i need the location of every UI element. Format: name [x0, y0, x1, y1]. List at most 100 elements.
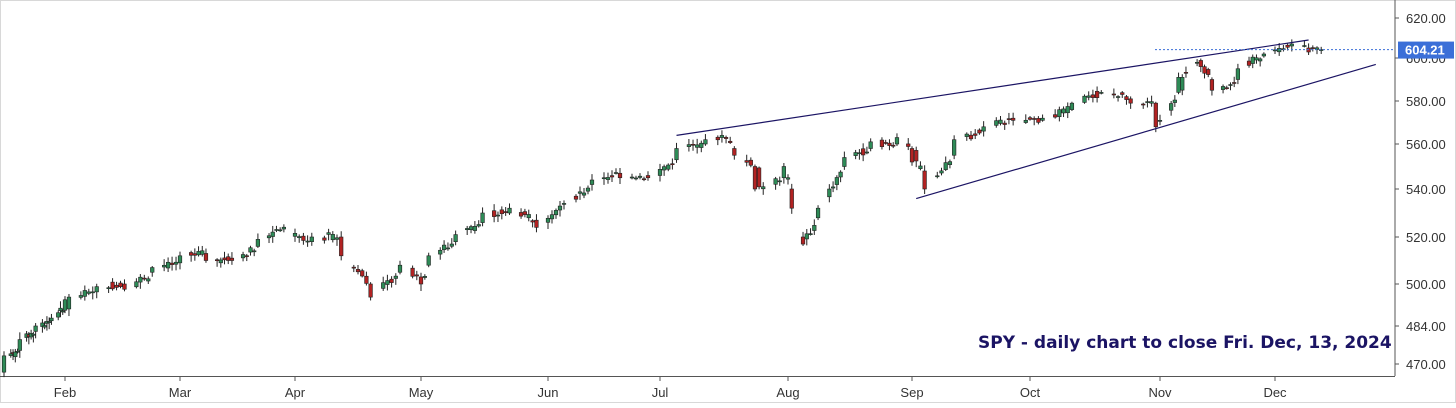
- candle: [281, 224, 286, 233]
- candle-body-up: [1180, 77, 1185, 91]
- candle-body-up: [777, 180, 782, 183]
- candle: [581, 188, 587, 199]
- candle: [589, 174, 595, 191]
- x-tick-label: Feb: [54, 385, 76, 400]
- candle: [1057, 106, 1062, 122]
- candle-body-up: [1235, 68, 1241, 80]
- candle-body-up: [1086, 95, 1091, 98]
- candle-body-up: [830, 186, 836, 189]
- candle-body-down: [192, 253, 197, 256]
- candle-body-up: [82, 290, 87, 297]
- candle: [1281, 44, 1286, 52]
- candle-body-down: [641, 178, 647, 181]
- candle-body-up: [549, 214, 555, 220]
- candle: [114, 281, 119, 291]
- candle: [503, 207, 508, 216]
- candle-body-down: [1224, 87, 1229, 89]
- candle-body-up: [662, 166, 667, 171]
- candle-body-up: [134, 281, 139, 288]
- candle-body-down: [883, 142, 888, 144]
- candle-body-up: [453, 234, 458, 243]
- candle-body-down: [723, 137, 729, 139]
- candle: [1128, 96, 1133, 109]
- candle: [719, 130, 725, 143]
- candle: [1082, 94, 1087, 104]
- candle-body-down: [715, 136, 720, 141]
- candle: [922, 165, 927, 195]
- x-tick-label: Mar: [169, 385, 192, 400]
- candle: [943, 156, 948, 172]
- candle-body-up: [465, 228, 470, 231]
- candle: [1065, 102, 1070, 119]
- candle: [56, 310, 61, 321]
- candle: [861, 143, 866, 162]
- candle: [438, 247, 443, 260]
- candle-body-up: [964, 133, 969, 137]
- candle: [1258, 57, 1263, 67]
- candle: [44, 316, 50, 331]
- candle-body-up: [703, 139, 708, 145]
- candle: [998, 115, 1003, 126]
- candle: [703, 134, 708, 146]
- y-tick-label: 484.00: [1406, 319, 1446, 334]
- candle-body-down: [732, 148, 737, 156]
- candle-body-down: [1011, 117, 1016, 121]
- candle: [1272, 46, 1278, 55]
- candle: [426, 252, 431, 268]
- candle-body-down: [1183, 72, 1189, 74]
- candle-body-down: [973, 133, 978, 136]
- candle-body-up: [1082, 95, 1087, 103]
- candle: [557, 200, 563, 217]
- candle: [142, 274, 147, 281]
- candle: [86, 288, 91, 296]
- candle-body-up: [1254, 57, 1259, 61]
- candle: [196, 246, 201, 257]
- candle: [857, 149, 862, 160]
- candle-body-up: [106, 287, 111, 290]
- candle-body-up: [773, 178, 778, 185]
- candle-body-down: [355, 269, 361, 273]
- candle-body-up: [1023, 119, 1028, 123]
- y-tick-label: 520.00: [1406, 230, 1446, 245]
- candle-body-up: [31, 333, 36, 336]
- candle: [1027, 116, 1033, 121]
- candle-body-down: [800, 236, 806, 245]
- candle-body-down: [573, 195, 579, 200]
- candle: [952, 135, 957, 160]
- candle: [49, 313, 54, 325]
- candle: [773, 176, 778, 190]
- trendline-upper: [676, 39, 1309, 136]
- candle-body-up: [613, 172, 619, 174]
- candle-body-down: [1202, 66, 1207, 74]
- candle: [1183, 66, 1189, 78]
- candle: [573, 194, 579, 203]
- y-tick-label: 500.00: [1406, 277, 1446, 292]
- candle-body-down: [1198, 60, 1203, 67]
- candle-body-down: [122, 283, 127, 290]
- candle: [1314, 46, 1320, 55]
- candle-body-up: [605, 177, 611, 180]
- candle: [422, 274, 427, 280]
- candle: [78, 291, 83, 300]
- candle: [732, 146, 737, 160]
- candle: [777, 176, 782, 186]
- candle: [476, 220, 481, 228]
- candle-body-down: [214, 259, 220, 261]
- candle-body-up: [581, 192, 587, 196]
- candle-body-up: [422, 276, 427, 278]
- x-tick-label: Aug: [776, 385, 799, 400]
- candle: [789, 183, 794, 214]
- candle-body-up: [864, 151, 870, 154]
- candle: [518, 208, 524, 219]
- candle-body-up: [255, 239, 261, 247]
- candle-body-down: [518, 212, 524, 217]
- candle: [266, 233, 272, 244]
- candle: [834, 175, 839, 191]
- candle-body-up: [557, 205, 563, 211]
- candle-body-up: [994, 120, 999, 126]
- candle-body-up: [33, 325, 38, 332]
- candle: [1228, 82, 1233, 91]
- candle: [605, 172, 611, 184]
- candle: [389, 276, 394, 288]
